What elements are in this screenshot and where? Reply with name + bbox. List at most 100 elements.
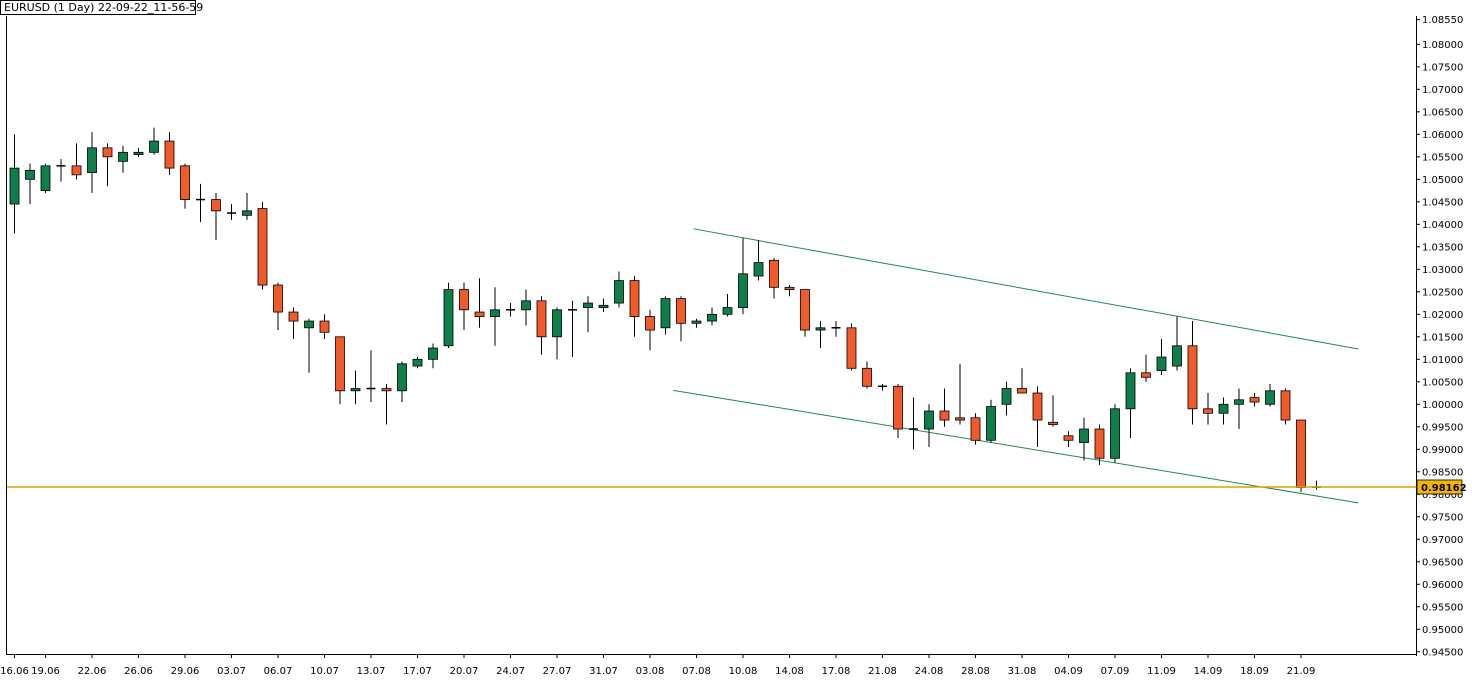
x-tick-label: 21.08 <box>868 666 897 677</box>
candle-body <box>893 385 903 430</box>
candle-36 <box>568 300 577 358</box>
candle-33 <box>521 289 531 326</box>
candle-5 <box>87 132 97 193</box>
candle-64 <box>1001 381 1012 416</box>
candle-body <box>1218 403 1229 414</box>
x-tick-label: 17.07 <box>403 666 432 677</box>
candle-52 <box>815 321 826 349</box>
candle-body <box>133 151 144 155</box>
y-tick-label: 1.03000 <box>1422 265 1463 276</box>
candle-43 <box>676 296 686 342</box>
candle-body <box>350 388 361 392</box>
candle-63 <box>986 399 996 443</box>
candle-body <box>211 199 221 212</box>
candle-54 <box>846 323 857 371</box>
candle-27 <box>428 343 438 369</box>
candle-body <box>1001 388 1012 405</box>
x-tick-label: 29.06 <box>171 666 200 677</box>
candle-7 <box>118 145 128 173</box>
candle-30 <box>474 278 485 328</box>
candle-body <box>1125 372 1136 410</box>
candle-14 <box>227 204 236 220</box>
candle-82 <box>1280 388 1291 425</box>
candle-body <box>397 363 407 392</box>
candle-48 <box>753 240 764 281</box>
candle-body <box>1141 372 1151 378</box>
candle-72 <box>1125 368 1136 439</box>
candle-body <box>846 327 857 369</box>
candle-46 <box>722 294 733 317</box>
x-tick-label: 14.08 <box>775 666 804 677</box>
x-tick-label: 26.06 <box>124 666 153 677</box>
candle-body <box>660 298 671 329</box>
x-tick-label: 13.07 <box>357 666 386 677</box>
candle-0 <box>9 134 20 234</box>
candle-65 <box>1017 368 1027 394</box>
candle-76 <box>1187 321 1198 425</box>
x-tick-label: 21.09 <box>1287 666 1316 677</box>
candle-62 <box>970 413 981 445</box>
candle-body <box>1110 408 1120 459</box>
y-tick-label: 0.96500 <box>1422 557 1463 568</box>
candle-41 <box>645 309 655 351</box>
candle-body <box>691 320 702 324</box>
candle-78 <box>1218 397 1229 425</box>
candle-body <box>800 289 810 331</box>
price-marker-box <box>1416 479 1463 495</box>
candle-35 <box>552 307 562 360</box>
x-tick-label: 20.07 <box>450 666 479 677</box>
y-tick-label: 1.02000 <box>1422 310 1463 321</box>
candle-83 <box>1296 419 1306 493</box>
candle-50 <box>784 285 795 297</box>
candle-25 <box>397 361 407 403</box>
y-tick-label: 1.04000 <box>1422 220 1463 231</box>
candle-body <box>180 165 190 200</box>
candle-58 <box>909 397 918 450</box>
y-tick-label: 0.99000 <box>1422 445 1463 456</box>
candle-70 <box>1094 424 1105 466</box>
candle-68 <box>1063 431 1074 448</box>
candle-60 <box>939 388 950 427</box>
candle-77 <box>1203 393 1213 425</box>
candle-21 <box>335 336 345 405</box>
y-tick-label: 1.07500 <box>1422 62 1463 73</box>
candle-59 <box>924 404 934 448</box>
candle-1 <box>25 163 35 205</box>
candle-body <box>381 388 392 392</box>
candle-body <box>304 320 314 329</box>
candle-body <box>443 289 454 347</box>
trendline-lower <box>673 389 1359 504</box>
x-tick-label: 06.07 <box>264 666 293 677</box>
y-tick-label: 0.98500 <box>1422 467 1463 478</box>
candle-body <box>753 262 764 277</box>
candle-26 <box>412 357 423 369</box>
candle-body <box>645 316 655 331</box>
y-tick-label: 0.97000 <box>1422 535 1463 546</box>
x-tick-label: 11.09 <box>1147 666 1176 677</box>
candle-31 <box>490 287 500 346</box>
x-tick-label: 10.07 <box>310 666 339 677</box>
candle-body <box>335 336 345 392</box>
candle-56 <box>878 384 887 391</box>
x-tick-label: 28.08 <box>961 666 990 677</box>
y-tick-label: 1.08000 <box>1422 40 1463 51</box>
candle-body <box>862 367 872 387</box>
candle-body <box>738 273 748 308</box>
candle-body <box>459 289 469 311</box>
candle-body <box>102 147 113 158</box>
candle-body <box>1156 356 1167 371</box>
x-tick-label: 31.07 <box>589 666 618 677</box>
candle-32 <box>506 303 515 317</box>
candle-body <box>1234 399 1244 405</box>
candle-body <box>707 313 717 322</box>
trendline-layer <box>673 228 1359 504</box>
candle-67 <box>1048 395 1058 427</box>
candle-75 <box>1172 316 1182 371</box>
candle-body <box>1265 390 1275 405</box>
candle-57 <box>893 384 903 439</box>
candle-body <box>1017 388 1027 394</box>
candle-16 <box>257 201 268 290</box>
candle-body <box>1203 408 1213 414</box>
candle-body <box>242 210 252 216</box>
axis-layer: 1.08550 1.08000 1.07500 1.07000 1.06500 1.060… <box>0 15 1466 677</box>
